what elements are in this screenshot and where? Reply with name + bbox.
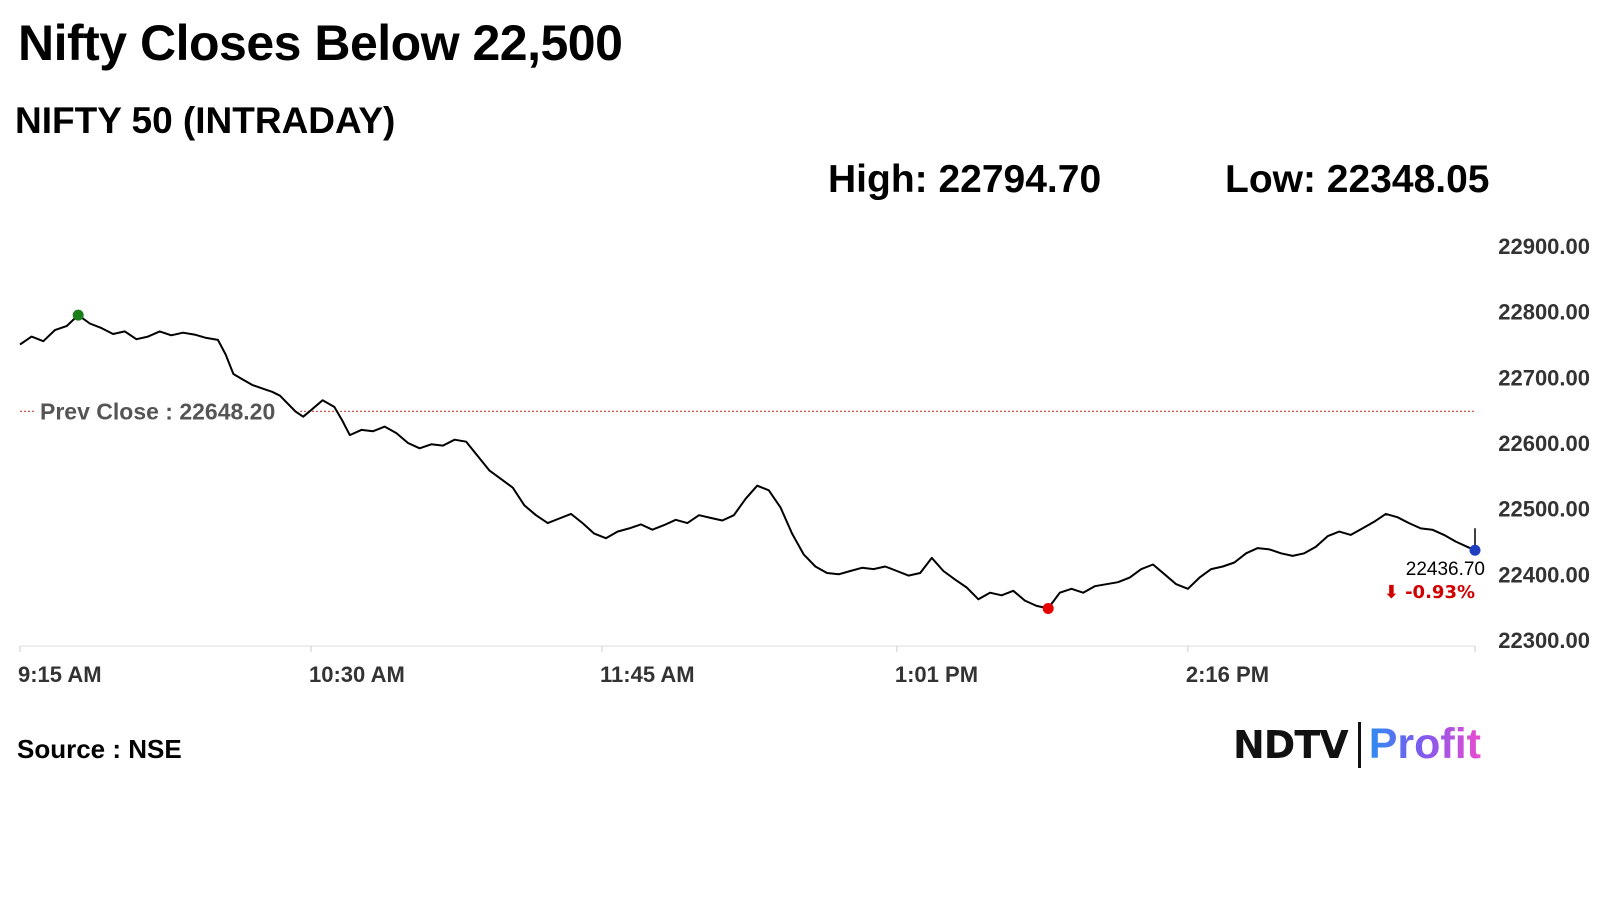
series-line <box>19 314 1476 610</box>
last-marker <box>1469 544 1481 556</box>
y-tick-label: 22500.00 <box>1498 497 1590 522</box>
high-value: High: 22794.70 <box>828 158 1102 201</box>
ndtv-profit-logo: NDTV Profit <box>1233 720 1481 769</box>
x-tick-label: 11:45 AM <box>600 662 695 687</box>
last-value-label: 22436.70 <box>1406 559 1485 580</box>
logo-ndtv: NDTV <box>1233 722 1349 767</box>
y-tick-label: 22600.00 <box>1498 431 1590 456</box>
y-tick-label: 22800.00 <box>1498 300 1590 325</box>
low-marker <box>1042 602 1054 614</box>
y-tick-label: 22900.00 <box>1498 234 1590 259</box>
logo-divider <box>1357 721 1361 768</box>
x-tick-label: 9:15 AM <box>18 662 102 687</box>
headline: Nifty Closes Below 22,500 <box>18 15 623 71</box>
y-tick-label: 22300.00 <box>1498 628 1590 653</box>
markers-group: 22436.70⬇ -0.93% <box>72 309 1485 614</box>
series-group <box>19 314 1476 610</box>
y-tick-label: 22700.00 <box>1498 365 1590 390</box>
source-note: Source : NSE <box>17 734 182 764</box>
chart-subtitle: NIFTY 50 (INTRADAY) <box>15 100 396 141</box>
x-tick-label: 10:30 AM <box>309 662 405 687</box>
x-axis: 9:15 AM 10:30 AM 11:45 AM 1:01 PM 2:16 PM <box>18 645 1476 687</box>
logo-profit: Profit <box>1368 720 1481 768</box>
y-axis: 22900.00 22800.00 22700.00 22600.00 22500.00… <box>1498 234 1590 653</box>
low-value: Low: 22348.05 <box>1225 158 1490 201</box>
x-tick-label: 2:16 PM <box>1186 662 1269 687</box>
y-tick-label: 22400.00 <box>1498 562 1590 587</box>
high-marker <box>72 309 84 321</box>
prev-close-group: Prev Close : 22648.20 <box>20 395 1475 426</box>
prev-close-label: Prev Close : 22648.20 <box>40 398 275 424</box>
x-tick-label: 1:01 PM <box>895 662 978 687</box>
prev-close-label-bg <box>34 395 300 426</box>
last-change-label: ⬇ -0.93% <box>1384 582 1475 603</box>
